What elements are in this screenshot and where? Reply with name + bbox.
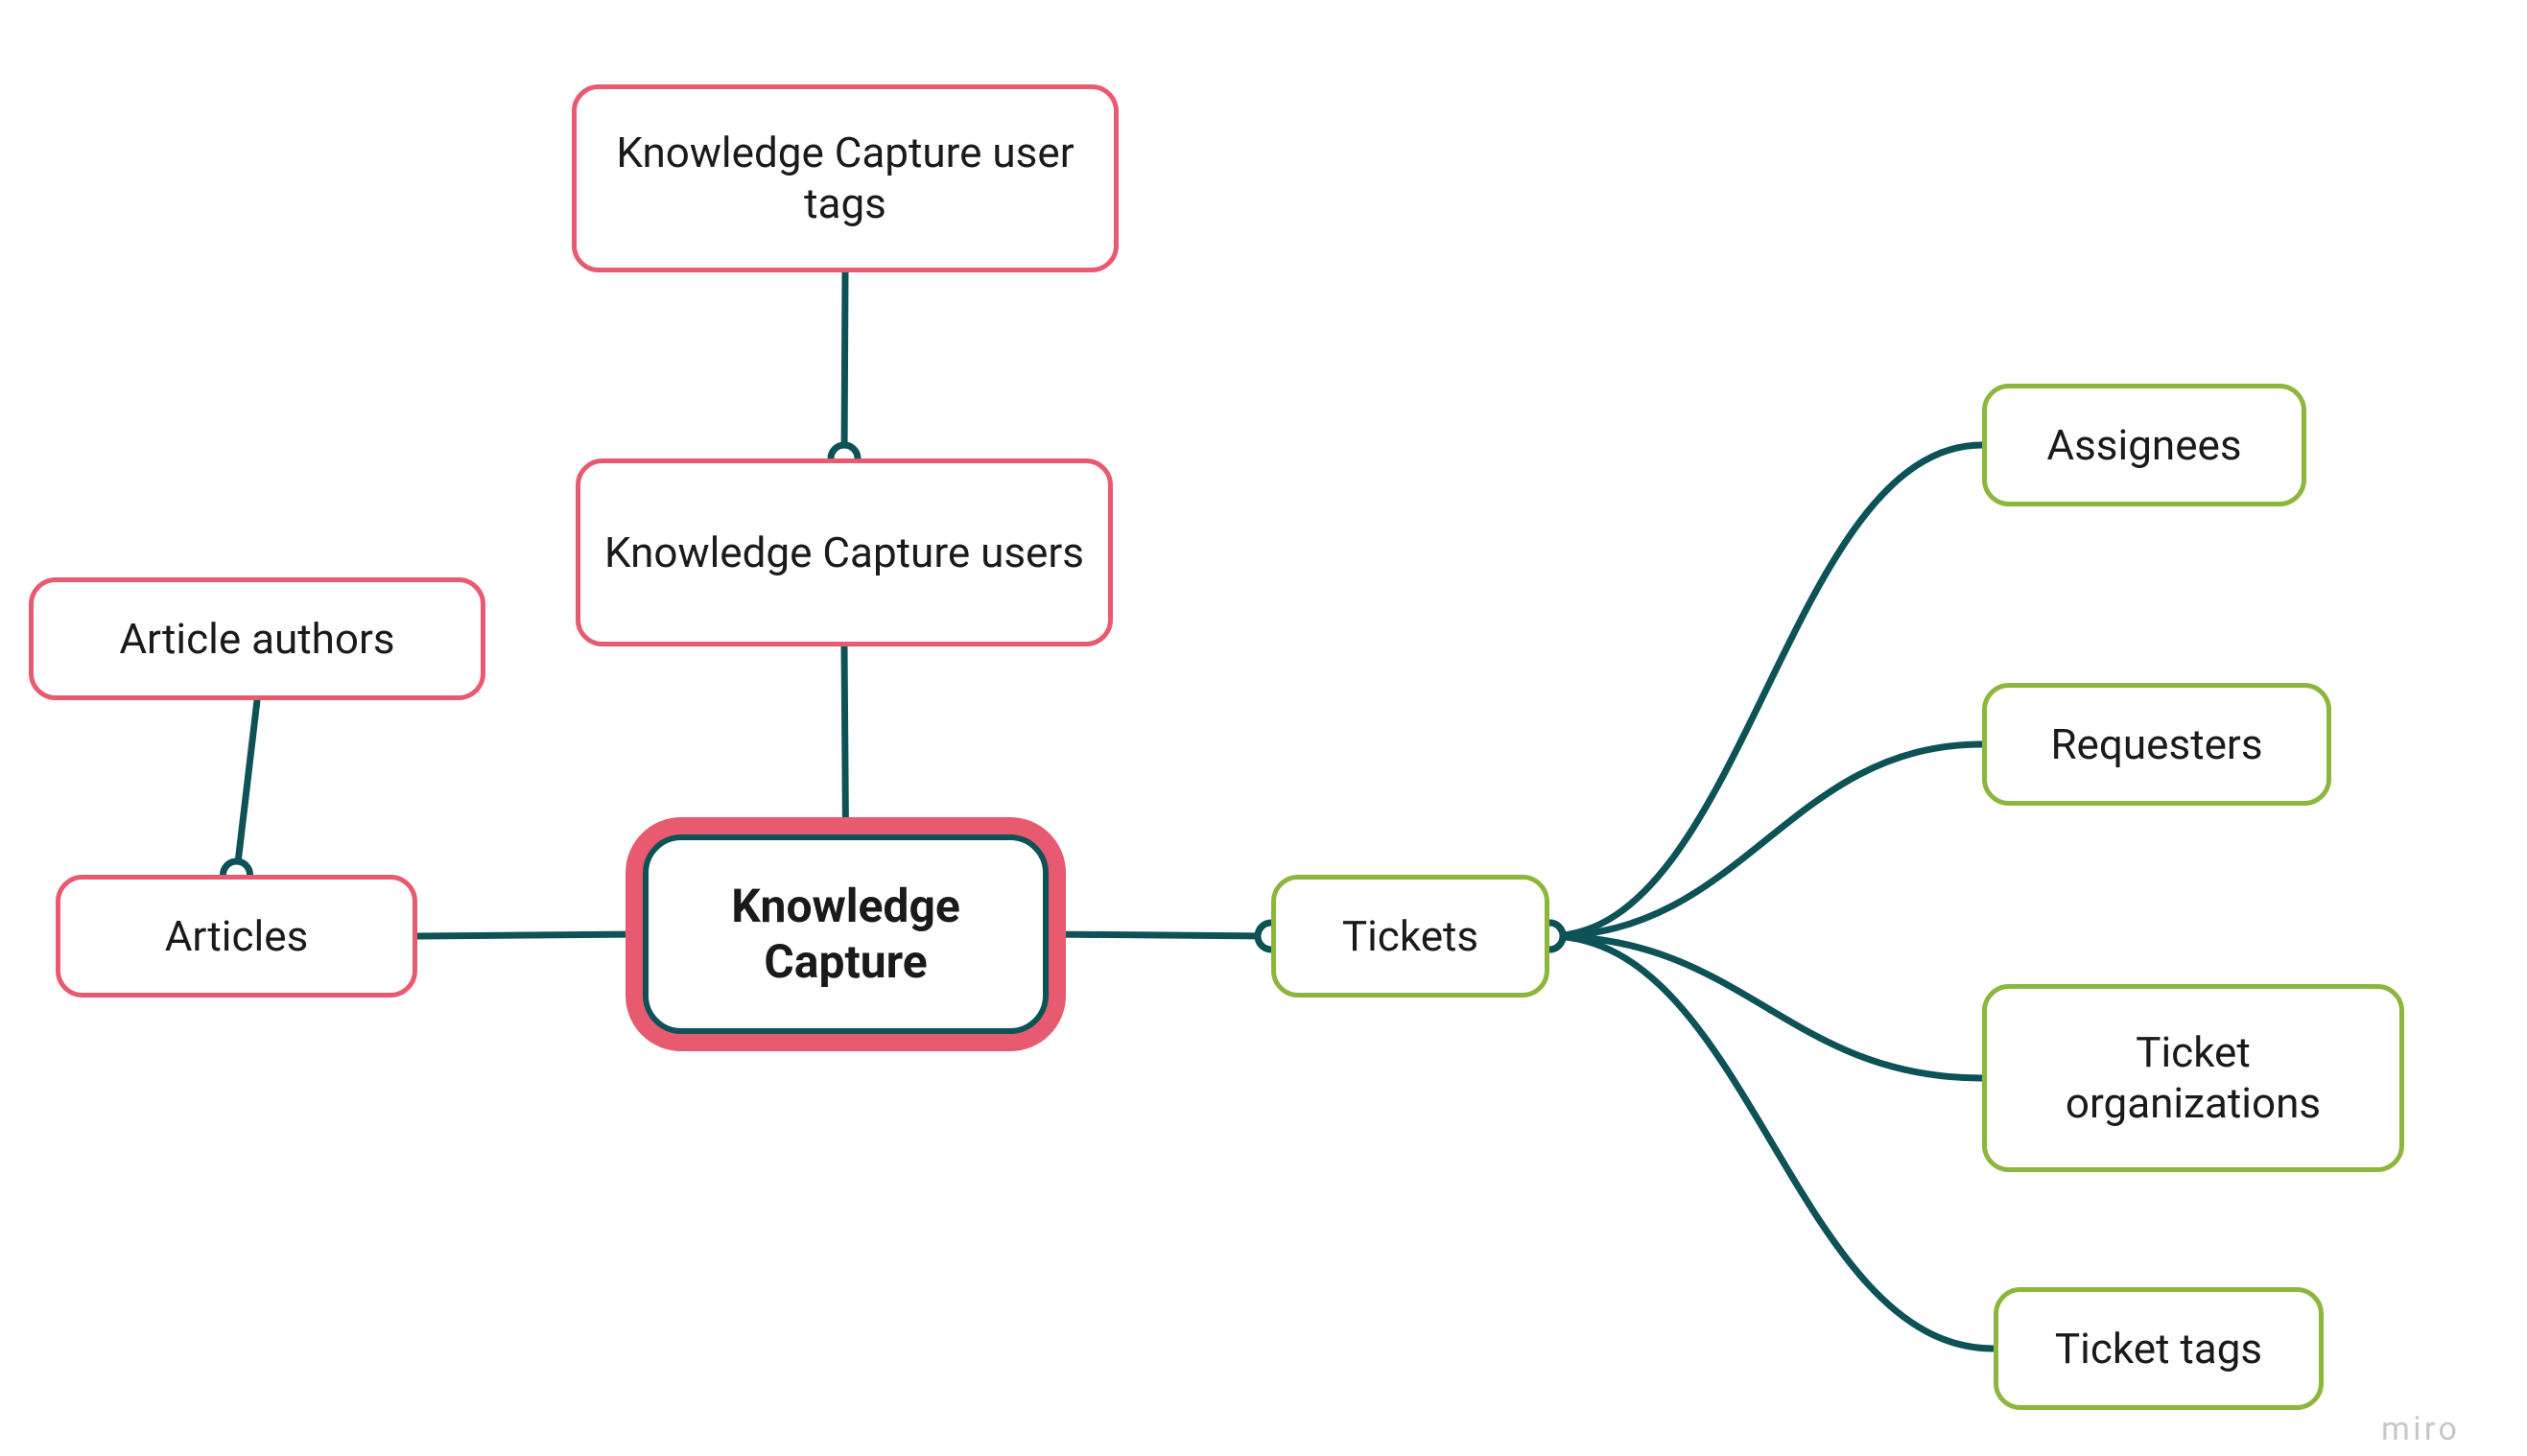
- edge-articles-kc: [417, 934, 643, 936]
- node-ticket_orgs: Ticket organizations: [1982, 984, 2404, 1172]
- node-articles: Articles: [56, 875, 417, 998]
- node-label: Requesters: [2050, 719, 2262, 770]
- node-label: Tickets: [1342, 911, 1478, 962]
- watermark: miro: [2381, 1410, 2460, 1448]
- node-requesters: Requesters: [1982, 683, 2331, 806]
- edge-kc_user_tags-kc_users: [844, 272, 845, 458]
- node-kc_users: Knowledge Capture users: [576, 458, 1113, 646]
- edge-kc-tickets: [1049, 934, 1271, 936]
- edge-tickets-ticket_orgs: [1549, 936, 1982, 1078]
- node-ticket_tags: Ticket tags: [1994, 1287, 2324, 1410]
- edge-kc_users-kc: [844, 646, 846, 834]
- edge-tickets-ticket_tags: [1549, 936, 1994, 1349]
- node-label: Knowledge Capture: [668, 879, 1024, 989]
- node-label: Ticket organizations: [2006, 1027, 2380, 1129]
- diagram-canvas: Knowledge Capture Articles Article authors…: [0, 0, 2527, 1456]
- node-label: Knowledge Capture user tags: [596, 128, 1095, 229]
- node-label: Ticket tags: [2055, 1324, 2262, 1374]
- node-label: Articles: [165, 911, 309, 962]
- edge-tickets-requesters: [1549, 744, 1982, 936]
- node-kc_user_tags: Knowledge Capture user tags: [572, 84, 1119, 272]
- edge-tickets-assignees: [1549, 445, 1982, 936]
- edge-authors-articles: [237, 700, 258, 875]
- node-kc: Knowledge Capture: [643, 834, 1049, 1034]
- node-label: Knowledge Capture users: [604, 528, 1084, 578]
- node-assignees: Assignees: [1982, 384, 2306, 506]
- node-label: Assignees: [2046, 420, 2241, 471]
- node-label: Article authors: [119, 614, 394, 665]
- node-authors: Article authors: [29, 577, 485, 700]
- node-tickets: Tickets: [1271, 875, 1549, 998]
